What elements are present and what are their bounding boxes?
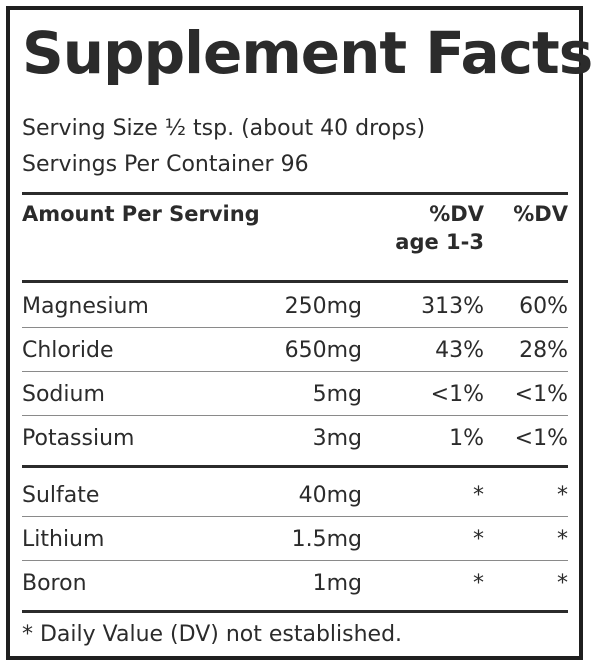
nutrient-row-potassium: Potassium 3mg 1% <1% (22, 416, 568, 459)
nutrient-dv-child: 1% (449, 426, 484, 451)
nutrient-dv-adult: 28% (519, 338, 568, 363)
nutrient-name: Chloride (22, 338, 114, 363)
panel-content: Supplement Facts Serving Size ½ tsp. (ab… (22, 10, 593, 656)
header-dv-adult: %DV (513, 202, 568, 226)
ingredient-name: Boron (22, 571, 87, 596)
nutrient-dv-child: <1% (430, 382, 484, 407)
row-divider (22, 516, 568, 517)
nutrient-amount: 250mg (284, 294, 362, 319)
nutrient-dv-child: 313% (421, 294, 484, 319)
nutrient-name: Magnesium (22, 294, 149, 319)
ingredient-row-sulfate: Sulfate 40mg * * (22, 473, 568, 516)
ingredient-amount: 1mg (312, 571, 362, 596)
ingredient-dv-adult: * (557, 571, 568, 596)
ingredient-name: Sulfate (22, 483, 100, 508)
ingredient-dv-child: * (473, 571, 484, 596)
nutrient-row-magnesium: Magnesium 250mg 313% 60% (22, 284, 568, 327)
row-divider (22, 371, 568, 372)
supplement-facts-panel: Supplement Facts Serving Size ½ tsp. (ab… (6, 6, 593, 660)
nutrient-dv-adult: <1% (514, 382, 568, 407)
ingredient-dv-adult: * (557, 527, 568, 552)
nutrient-amount: 3mg (312, 426, 362, 451)
header-dv-child-line1: %DV (429, 202, 484, 226)
nutrient-amount: 650mg (284, 338, 362, 363)
nutrient-amount: 5mg (312, 382, 362, 407)
ingredient-dv-child: * (473, 527, 484, 552)
header-amount-per-serving: Amount Per Serving (22, 202, 260, 226)
servings-per-container: Servings Per Container 96 (22, 152, 309, 177)
ingredient-dv-child: * (473, 483, 484, 508)
nutrient-dv-adult: 60% (519, 294, 568, 319)
header-dv-child-line2: age 1-3 (395, 230, 484, 254)
nutrient-row-sodium: Sodium 5mg <1% <1% (22, 372, 568, 415)
divider-bottom (22, 610, 568, 613)
serving-size: Serving Size ½ tsp. (about 40 drops) (22, 116, 426, 141)
footnote: * Daily Value (DV) not established. (22, 622, 403, 647)
header-dv-child: %DV age 1-3 (395, 204, 484, 253)
ingredient-amount: 1.5mg (291, 527, 362, 552)
ingredient-amount: 40mg (298, 483, 362, 508)
row-divider (22, 327, 568, 328)
nutrient-dv-child: 43% (435, 338, 484, 363)
nutrient-name: Potassium (22, 426, 135, 451)
ingredient-row-lithium: Lithium 1.5mg * * (22, 517, 568, 560)
nutrient-name: Sodium (22, 382, 105, 407)
nutrient-dv-adult: <1% (514, 426, 568, 451)
nutrient-row-chloride: Chloride 650mg 43% 28% (22, 328, 568, 371)
panel-title: Supplement Facts (22, 19, 593, 87)
ingredient-name: Lithium (22, 527, 105, 552)
ingredient-row-boron: Boron 1mg * * (22, 561, 568, 604)
ingredient-dv-adult: * (557, 483, 568, 508)
divider-section (22, 465, 568, 468)
divider-header (22, 280, 568, 283)
row-divider (22, 415, 568, 416)
row-divider (22, 560, 568, 561)
divider-top (22, 192, 568, 195)
